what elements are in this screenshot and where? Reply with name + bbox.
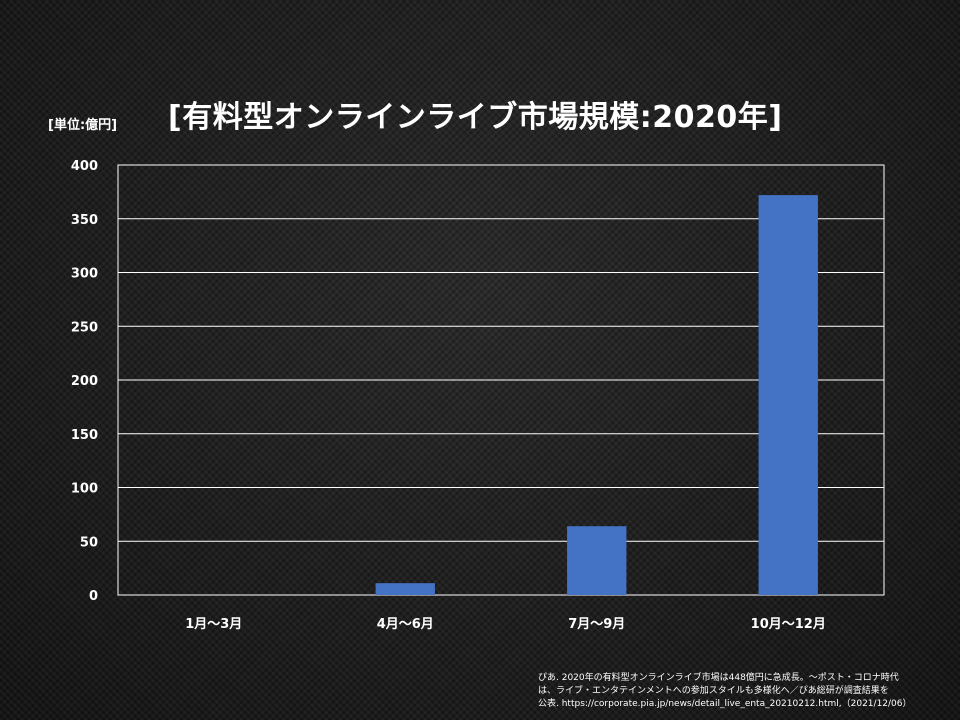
y-axis-unit-label: [単位:億円] <box>48 118 118 133</box>
bar <box>375 583 435 595</box>
y-tick-label: 50 <box>80 535 98 550</box>
bar <box>758 195 818 595</box>
source-line-2: は、ライブ・エンタテインメントへの参加スタイルも多様化へ／ぴあ総研が調査結果を <box>538 686 889 696</box>
y-tick-label: 150 <box>71 428 98 443</box>
y-tick-label: 100 <box>71 482 98 497</box>
x-tick-label: 10月～12月 <box>751 617 826 632</box>
bar <box>567 526 627 595</box>
bar-chart: 0 50 100 150 200 250 300 350 400 1月～3月 4月～6月 7月～9月… <box>71 159 885 632</box>
source-line-3: 公表. https://corporate.pia.jp/news/detail… <box>538 699 912 709</box>
x-tick-labels: 1月～3月 4月～6月 7月～9月 10月～12月 <box>185 617 826 632</box>
y-tick-labels: 0 50 100 150 200 250 300 350 400 <box>71 159 98 604</box>
y-tick-label: 300 <box>71 267 98 282</box>
y-tick-label: 0 <box>89 589 98 604</box>
chart-title: [有料型オンラインライブ市場規模:2020年] <box>168 100 783 135</box>
source-line-1: ぴあ. 2020年の有料型オンラインライブ市場は448億円に急成長。～ポスト・コ… <box>538 673 899 683</box>
y-tick-label: 200 <box>71 374 98 389</box>
x-tick-label: 7月～9月 <box>568 617 625 632</box>
x-tick-label: 1月～3月 <box>185 617 242 632</box>
x-tick-label: 4月～6月 <box>377 617 434 632</box>
source-citation: ぴあ. 2020年の有料型オンラインライブ市場は448億円に急成長。～ポスト・コ… <box>538 672 958 711</box>
gridlines <box>117 164 885 596</box>
y-tick-label: 250 <box>71 320 98 335</box>
y-tick-label: 400 <box>71 159 98 174</box>
y-tick-label: 350 <box>71 213 98 228</box>
bars <box>375 195 818 595</box>
